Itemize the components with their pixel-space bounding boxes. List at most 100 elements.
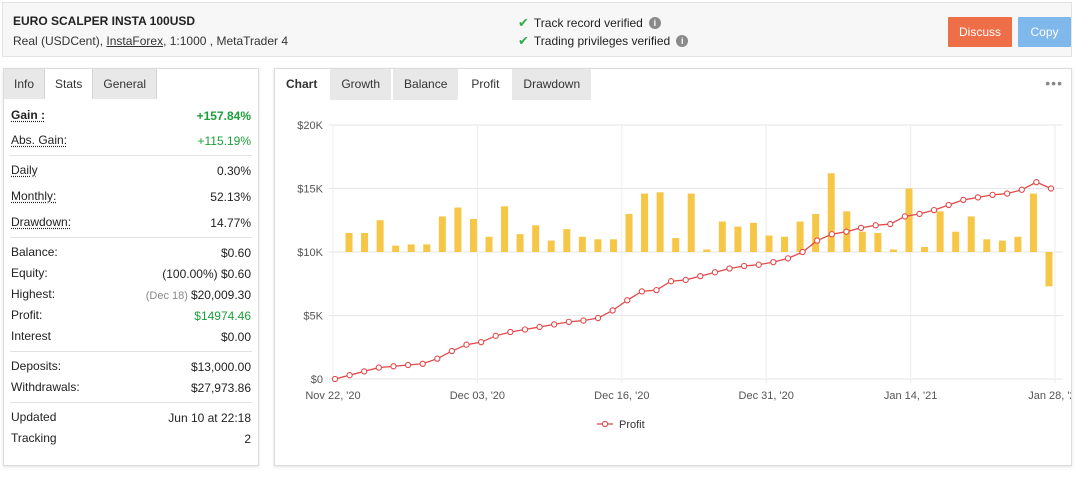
trading-privileges-status: ✔ Trading privileges verified i — [518, 33, 689, 49]
profit-point — [492, 332, 499, 339]
daily-bar — [672, 238, 680, 252]
stat-row-tracking: Tracking 2 — [4, 428, 258, 449]
profit-label: Profit: — [11, 308, 43, 322]
profit-point — [346, 372, 353, 379]
x-tick-label: Dec 16, '20 — [594, 390, 649, 402]
profit-point — [1004, 190, 1011, 197]
check-icon: ✔ — [518, 33, 529, 48]
daily-bar — [936, 211, 944, 252]
tab-general[interactable]: General — [93, 69, 158, 99]
deposits-value: $13,000.00 — [190, 360, 251, 374]
updated-value: Jun 10 at 22:18 — [168, 411, 251, 425]
profit-point — [799, 248, 806, 256]
equity-percent: (100.00%) — [162, 267, 218, 281]
check-icon: ✔ — [518, 15, 529, 30]
copy-button[interactable]: Copy — [1018, 17, 1071, 47]
daily-bar — [905, 188, 913, 252]
daily-bar — [874, 232, 882, 252]
broker-link[interactable]: InstaForex — [106, 34, 164, 48]
info-icon[interactable]: i — [676, 35, 689, 47]
account-type: Real (USDCent), — [13, 34, 104, 48]
highest-amount: $20,009.30 — [190, 288, 251, 302]
profit-point — [770, 259, 777, 266]
tracking-label: Tracking — [11, 431, 57, 445]
stats-panel: Info Stats General Gain : +157.84% Abs. … — [3, 68, 259, 466]
daily-bar — [641, 193, 649, 252]
daily-bar — [952, 231, 960, 252]
daily-bar — [765, 235, 773, 252]
profit-point — [551, 321, 558, 328]
x-tick-label: Nov 22, '20 — [305, 390, 360, 402]
daily-label[interactable]: Daily — [11, 163, 38, 177]
balance-label: Balance: — [11, 245, 58, 259]
profit-point — [463, 341, 470, 348]
daily-bar — [594, 239, 602, 252]
interest-value: $0.00 — [220, 330, 251, 344]
daily-bar — [734, 226, 742, 252]
stats-tabs: Info Stats General — [4, 69, 158, 99]
divider — [10, 351, 252, 352]
daily-bar — [392, 245, 400, 252]
profit-point — [726, 265, 733, 272]
account-title: EURO SCALPER INSTA 100USD — [13, 14, 196, 28]
drawdown-label[interactable]: Drawdown: — [11, 215, 72, 229]
tab-balance[interactable]: Balance — [393, 69, 461, 100]
daily-bar — [796, 221, 804, 252]
highest-date: (Dec 18) — [145, 290, 188, 302]
legend-marker — [601, 420, 609, 428]
abs-gain-value: +115.19% — [197, 134, 252, 148]
track-record-status: ✔ Track record verified i — [518, 15, 661, 31]
discuss-button[interactable]: Discuss — [948, 17, 1012, 47]
profit-point — [419, 360, 426, 367]
daily-bar — [501, 206, 509, 252]
profit-point — [390, 363, 397, 370]
daily-bar — [438, 216, 446, 252]
stat-row-highest: Highest: (Dec 18) $20,009.30 — [4, 284, 258, 305]
profit-point — [477, 339, 485, 346]
daily-bar — [361, 232, 369, 252]
tab-drawdown[interactable]: Drawdown — [512, 69, 594, 100]
info-icon[interactable]: i — [648, 17, 661, 29]
profit-point — [828, 231, 835, 238]
profit-point — [624, 297, 631, 304]
profit-point — [711, 269, 719, 276]
profit-point — [434, 355, 441, 362]
chart-panel: $20K $15K $10K $5K $0 Nov 22, '20 Dec 03, '20 D… — [274, 68, 1072, 466]
stat-row-equity: Equity: (100.00%) $0.60 — [4, 263, 258, 284]
daily-bar — [656, 192, 664, 252]
account-info: Real (USDCent), InstaForex, 1:1000 , Met… — [13, 34, 288, 48]
profit-point — [580, 317, 587, 324]
tab-info[interactable]: Info — [4, 69, 46, 99]
profit-point — [1033, 179, 1040, 186]
profit-point — [945, 201, 952, 209]
x-tick-label: Jan 14, '21 — [884, 390, 937, 402]
ellipsis-icon[interactable]: ••• — [1045, 75, 1063, 91]
abs-gain-label[interactable]: Abs. Gain: — [11, 133, 68, 147]
tab-stats[interactable]: Stats — [45, 69, 94, 99]
updated-label: Updated — [11, 410, 57, 424]
x-tick-label: Jan 28, '21 — [1028, 390, 1071, 402]
daily-bar — [921, 246, 929, 252]
profit-point — [404, 361, 412, 369]
stat-row-interest: Interest $0.00 — [4, 326, 258, 347]
profit-point — [857, 224, 865, 232]
daily-bar — [889, 249, 897, 252]
tab-profit[interactable]: Profit — [460, 69, 513, 100]
profit-point — [1018, 186, 1025, 193]
daily-bar — [1014, 236, 1022, 252]
gain-label[interactable]: Gain : — [11, 108, 46, 122]
withdrawals-label: Withdrawals: — [11, 380, 80, 394]
profit-point — [448, 347, 456, 355]
track-record-label: Track record verified — [533, 16, 643, 30]
profit-point — [521, 326, 529, 333]
daily-bar — [967, 216, 975, 252]
stat-row-drawdown: Drawdown: 14.77% — [4, 212, 258, 233]
tab-chart[interactable]: Chart — [275, 69, 331, 100]
profit-point — [697, 272, 704, 280]
monthly-label[interactable]: Monthly: — [11, 189, 57, 203]
tab-growth[interactable]: Growth — [330, 69, 394, 100]
daily-bar — [578, 236, 586, 252]
daily-bar — [485, 236, 493, 252]
withdrawals-value: $27,973.86 — [190, 381, 251, 395]
daily-bar — [1029, 193, 1037, 252]
